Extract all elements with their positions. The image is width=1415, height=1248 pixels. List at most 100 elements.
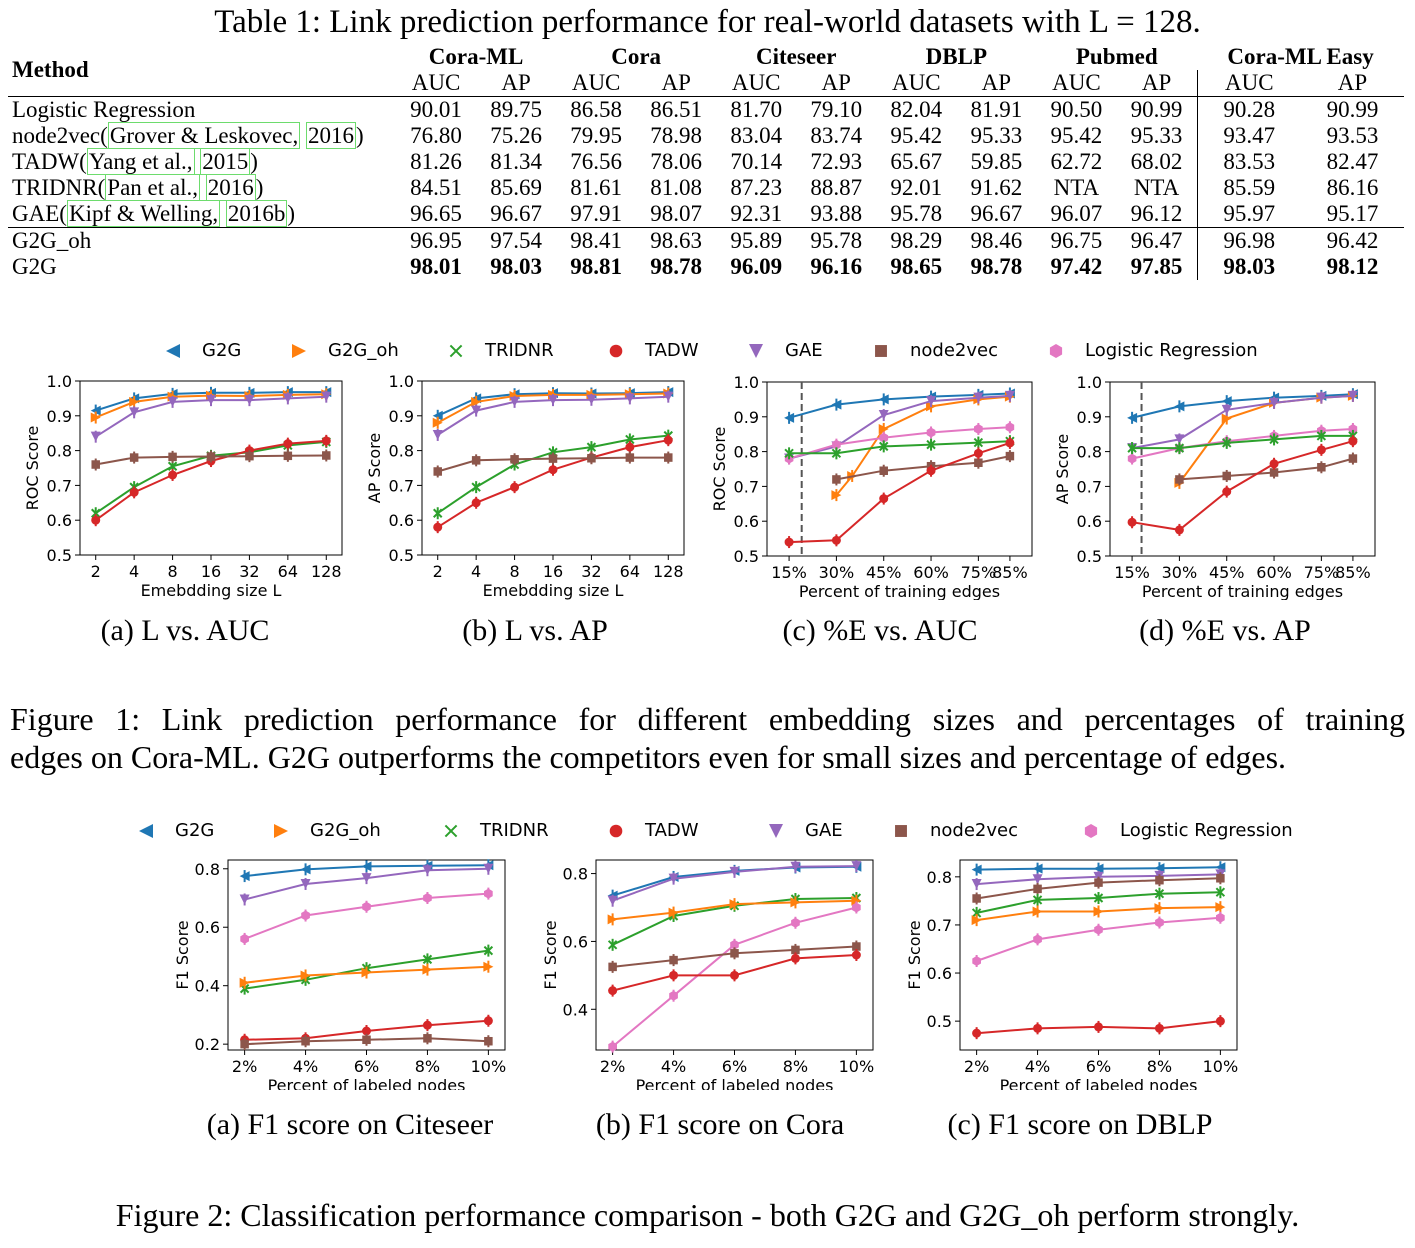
method-header: Method (12, 57, 89, 82)
hexagon-marker-icon (1084, 824, 1098, 838)
data-point (90, 431, 101, 442)
data-point (1094, 1022, 1103, 1032)
data-point (509, 396, 520, 407)
x-marker-icon (449, 344, 463, 358)
metric-header: AUC (571, 70, 621, 95)
data-point (669, 955, 678, 965)
data-point (879, 494, 889, 504)
legend-item: TRIDNR (440, 820, 549, 842)
metric-header: AUC (731, 70, 781, 95)
table-cell: 93.47 (1196, 123, 1301, 149)
citation-link[interactable]: 2016 (205, 174, 256, 201)
x-tick-label: 6% (1086, 1057, 1111, 1076)
data-point (471, 405, 482, 416)
table-cell: 90.50 (1036, 96, 1117, 123)
data-point (730, 939, 739, 950)
legend-item: Logistic Regression (1045, 340, 1258, 362)
series-line (244, 892, 489, 940)
data-point (1127, 517, 1137, 527)
table-cell: 96.67 (970, 201, 1023, 226)
data-point (668, 907, 679, 918)
data-point (1215, 887, 1226, 897)
table-cell: 76.56 (570, 149, 622, 174)
data-point (831, 448, 842, 459)
triangle-right-marker-icon (292, 344, 306, 358)
x-tick-label: 128 (653, 562, 684, 581)
citation-link[interactable]: 2016b (225, 200, 288, 227)
data-point (669, 990, 678, 1001)
chart-2a: 0.2 0.4 0.6 0.8 2% 4% 6% 8% 10% Percent of labele… (173, 859, 506, 1090)
data-point (129, 396, 140, 407)
table-cell: 83.74 (810, 123, 863, 148)
series-node2vec (832, 450, 1015, 486)
data-point (1317, 463, 1326, 472)
data-point (167, 396, 178, 407)
data-point (548, 465, 558, 475)
y-axis-label: ROC Score (710, 427, 729, 512)
y-axis-label: ROC Score (23, 426, 42, 511)
citation-link[interactable]: 2016 (305, 122, 356, 149)
data-point (1154, 888, 1165, 899)
citation-link[interactable]: Kipf & Welling, (66, 200, 221, 227)
y-axis-label: F1 Score (905, 920, 924, 989)
data-point (362, 1035, 371, 1045)
data-point (1348, 436, 1358, 446)
metric-header: AP (1141, 70, 1172, 95)
x-tick-label: 4% (661, 1057, 686, 1076)
x-tick-label: 30% (1162, 563, 1198, 582)
citation-link[interactable]: 2015 (200, 148, 251, 175)
x-tick-label: 85% (1335, 563, 1371, 582)
table-cell: 68.02 (1130, 149, 1183, 174)
dataset-header: Citeseer (756, 44, 837, 69)
citation-link[interactable]: Grover & Leskovec, (107, 122, 301, 149)
legend-label: GAE (785, 340, 823, 361)
data-point (668, 873, 679, 884)
table-cell: 86.58 (556, 96, 637, 123)
table-cell: 90.28 (1196, 96, 1301, 123)
table-cell: NTA (1053, 175, 1100, 200)
data-point (91, 515, 101, 525)
data-point (791, 945, 800, 955)
citation-link[interactable]: Pan et al., (105, 174, 200, 201)
x-tick-label: 4% (1025, 1057, 1050, 1076)
table-cell: 96.09 (730, 254, 783, 279)
data-point (729, 899, 740, 910)
data-point (422, 1020, 432, 1030)
series-tridnr (1127, 429, 1358, 455)
x-tick-label: 64 (278, 562, 298, 581)
table-cell: 81.70 (716, 96, 797, 123)
data-point (129, 453, 139, 462)
method-name: Logistic Regression (12, 97, 196, 122)
series-gae (239, 862, 494, 906)
series-gae (607, 860, 862, 907)
citation-link[interactable]: Yang et al., (86, 148, 195, 175)
data-point (1269, 397, 1280, 408)
method-name: node2vec (12, 123, 101, 148)
data-point (1174, 401, 1185, 412)
data-point (784, 412, 795, 423)
data-point (1215, 902, 1226, 913)
figure1-caption: Figure 1: Link prediction performance fo… (10, 700, 1405, 776)
data-point (90, 412, 101, 423)
x-tick-label: 16 (543, 562, 563, 581)
data-point (1032, 906, 1043, 917)
series-logistic-regression (240, 887, 493, 945)
plot-frame (1109, 381, 1376, 557)
x-tick-label: 64 (620, 562, 640, 581)
table-cell: 96.07 (1050, 201, 1103, 226)
legend-item: Logistic Regression (1080, 820, 1293, 842)
table-cell: 97.91 (570, 201, 622, 226)
table-cell: 65.67 (890, 149, 943, 174)
data-point (240, 1039, 249, 1049)
data-point (1094, 878, 1103, 887)
table-cell: 76.80 (410, 123, 462, 148)
legend-label: G2G_oh (310, 820, 381, 841)
table-row: G2G 98.01 98.03 98.81 98.78 96.09 96.16 98.65 98… (8, 254, 1404, 280)
y-tick-label: 0.6 (563, 932, 588, 951)
subcaption-1d: (d) %E vs. AP (1139, 614, 1311, 647)
table-row: node2vec(Grover & Leskovec, 2016) 76.80 75… (8, 122, 1404, 149)
x-tick-label: 32 (239, 562, 259, 581)
data-point (1033, 884, 1042, 894)
y-tick-label: 0.5 (1077, 547, 1102, 566)
data-point (129, 407, 140, 418)
